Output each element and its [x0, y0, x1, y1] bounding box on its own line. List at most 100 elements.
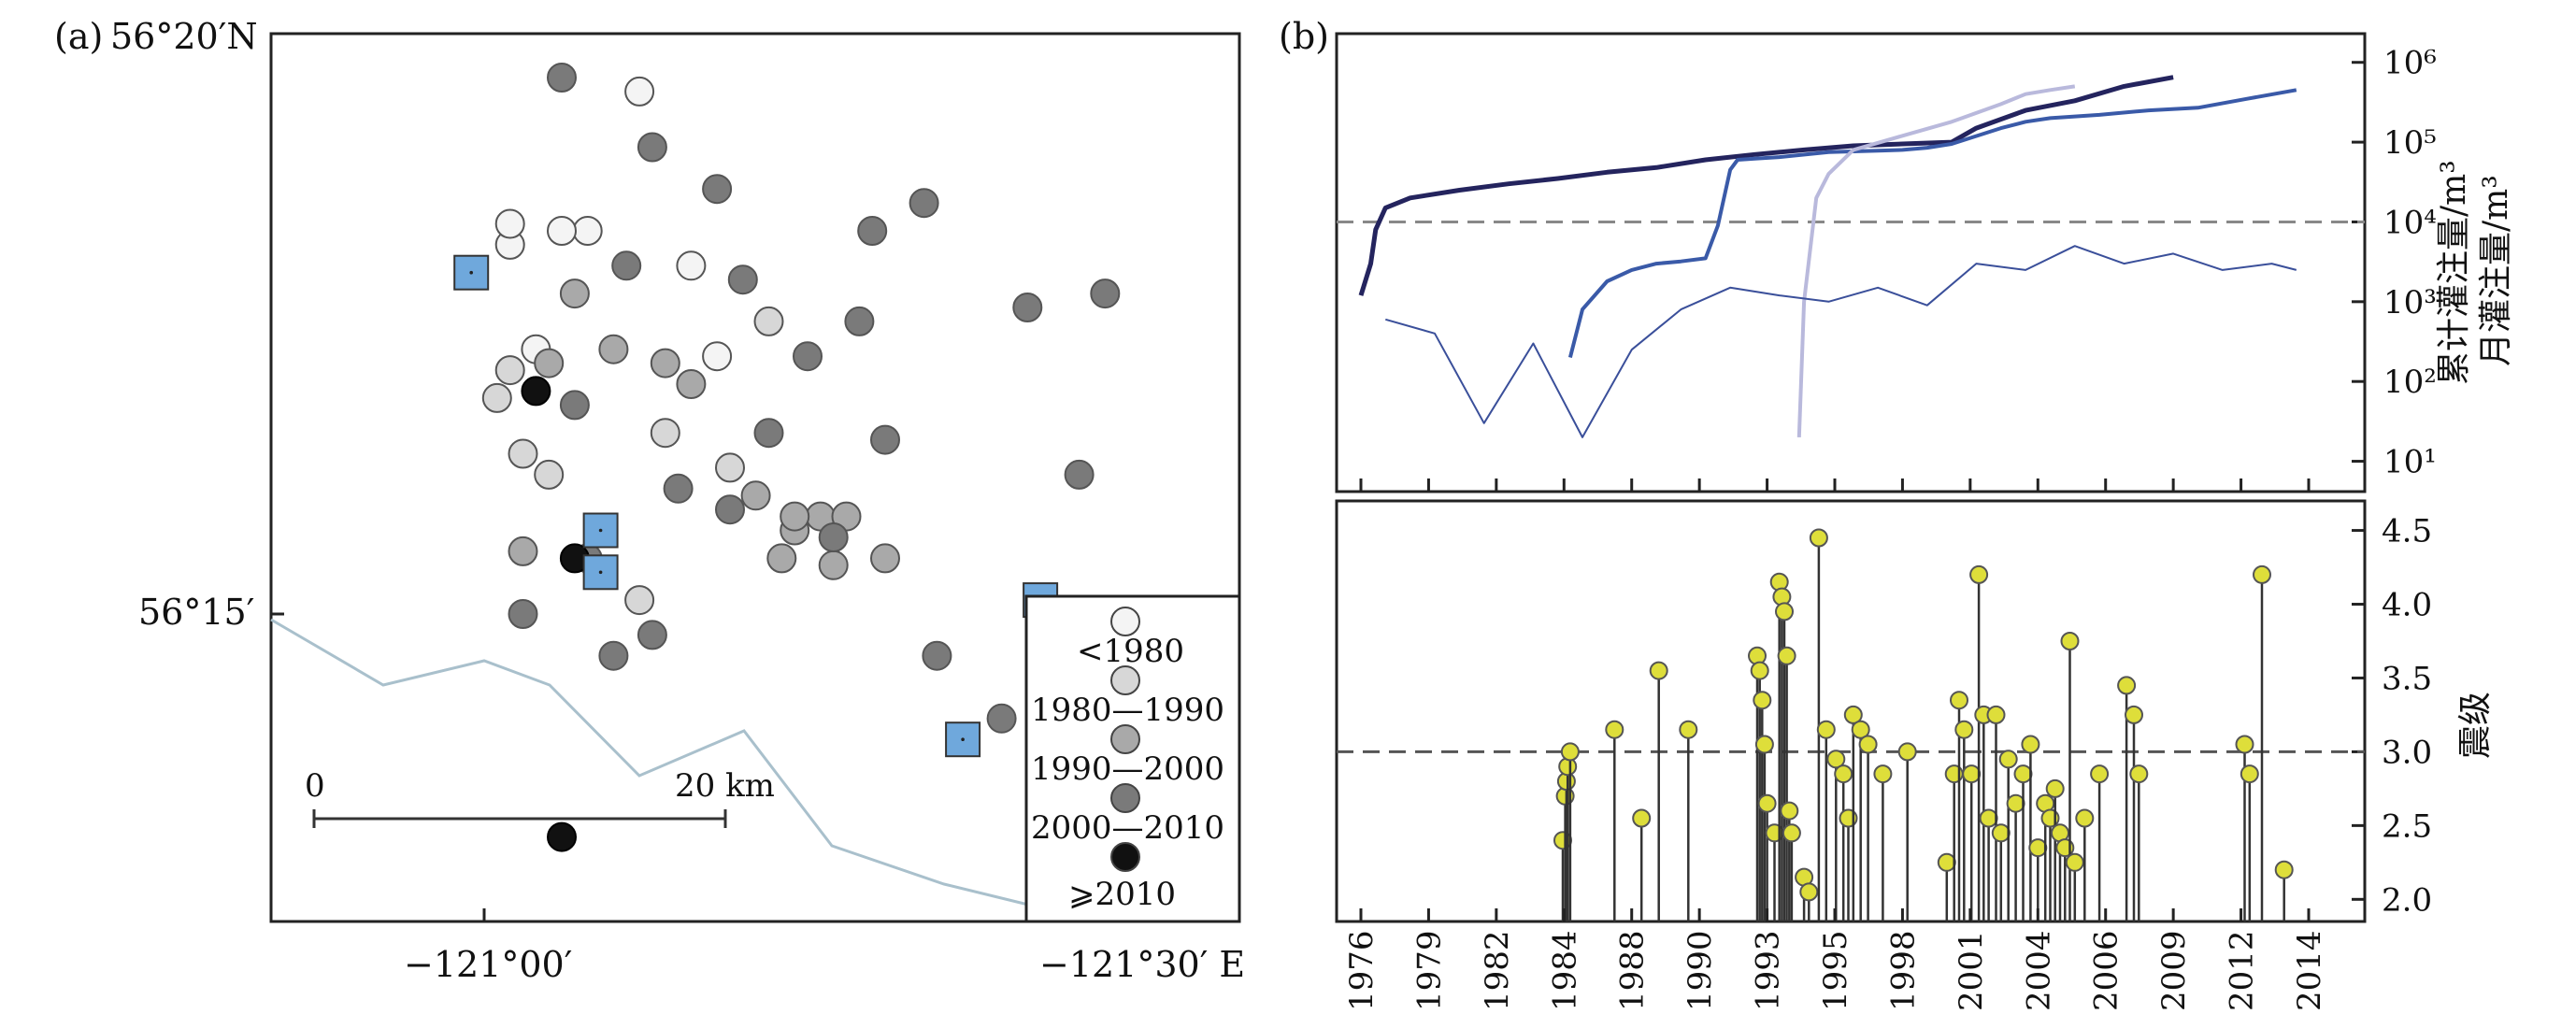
panel-a-map: (a) 56°20′N 56°15′ −121°00′ −121°30′ E 0… [54, 16, 1245, 985]
magnitude-marker [2028, 838, 2048, 858]
magnitude-marker [1632, 808, 1652, 828]
magnitude-marker [1962, 764, 1982, 784]
earthquake-point [637, 620, 667, 650]
magnitude-marker [2045, 778, 2065, 798]
magnitude-marker [1560, 742, 1580, 762]
year-tick-label: 1998 [1884, 930, 1922, 1011]
earthquake-point [780, 501, 810, 532]
magnitude-marker [1826, 750, 1846, 769]
earthquake-point [637, 132, 667, 163]
magnitude-marker [1937, 852, 1956, 872]
magnitude-marker [1649, 661, 1668, 680]
magnitude-tick-label: 4.0 [2382, 587, 2432, 624]
top-y-tick-label: 10⁶ [2383, 45, 2437, 82]
year-tick-label: 1993 [1750, 930, 1787, 1011]
monthly-series [1385, 245, 2297, 438]
injection-well-marker [582, 512, 619, 549]
magnitude-marker [2075, 808, 2095, 828]
legend-marker-1990 [1110, 724, 1140, 754]
earthquake-points [481, 63, 1185, 873]
magnitude-tick-label: 4.5 [2382, 513, 2432, 550]
magnitude-marker [1750, 661, 1769, 680]
magnitude-marker [1753, 691, 1772, 710]
year-tick-label: 2014 [2291, 930, 2328, 1011]
magnitude-marker [1986, 705, 2006, 724]
magnitude-marker [1843, 705, 1863, 724]
magnitude-marker [2006, 793, 2025, 813]
cumulative-series-blue [1567, 88, 2297, 358]
map-legend: <1980 1980—1990 1990—2000 2000—2010 ⩾201… [1024, 594, 1241, 923]
earthquake-point [547, 821, 577, 852]
legend-label-lt1980: <1980 [1077, 633, 1184, 670]
injection-lines [1337, 75, 2365, 438]
earthquake-point [624, 585, 655, 616]
magnitude-marker [1998, 750, 2018, 769]
year-tick-label: 1990 [1682, 930, 1719, 1011]
well-center-dot [469, 270, 474, 275]
earthquake-point [598, 640, 629, 671]
earthquake-point [844, 306, 875, 336]
earthquake-point [818, 550, 849, 580]
legend-marker-1980 [1110, 665, 1140, 695]
magnitude-marker [1969, 564, 1989, 584]
earthquake-point [870, 424, 900, 455]
magnitude-marker [2240, 764, 2259, 784]
magnitude-marker [1979, 808, 1998, 828]
earthquake-point [559, 278, 590, 309]
magnitude-marker [1954, 720, 1974, 739]
earthquake-point [534, 459, 565, 490]
earthquake-point [547, 63, 577, 93]
top-y-tick-label: 10³ [2383, 284, 2437, 321]
magnitude-marker [2013, 764, 2033, 784]
earthquake-point [727, 264, 758, 295]
earthquake-point [650, 418, 680, 449]
earthquake-point [715, 452, 745, 483]
earthquake-point [870, 543, 900, 574]
earthquake-point [702, 341, 733, 372]
top-plot-frame [1335, 32, 2367, 493]
year-tick-label: 1988 [1614, 930, 1652, 1011]
earthquake-point [1012, 293, 1043, 322]
year-tick-label: 1984 [1546, 930, 1583, 1011]
legend-label-1990: 1990—2000 [1031, 750, 1224, 788]
magnitude-tick-label: 3.5 [2382, 660, 2432, 697]
cumulative-series-lavender [1796, 84, 2076, 437]
earthquake-point [559, 390, 590, 421]
magnitude-tick-label: 3.0 [2382, 734, 2432, 771]
well-center-dot [598, 528, 603, 533]
magnitude-marker [1757, 793, 1777, 813]
earthquake-point [508, 599, 538, 629]
magnitude-marker [1897, 742, 1917, 762]
earthquake-point [508, 438, 538, 469]
magnitude-axis-label: 震级 [2456, 692, 2495, 759]
panel-b-charts: (b) 10⁶ 10⁵ 10⁴ 10³ 10² 10¹ 4.5 4.0 3.5 3.0 2.5 2.… [1279, 16, 2515, 1011]
magnitude-marker [2060, 632, 2080, 650]
magnitude-tick-label: 2.5 [2382, 807, 2432, 845]
year-tick-label: 1979 [1410, 930, 1448, 1011]
magnitude-marker [1780, 801, 1799, 821]
magnitude-marker [1873, 764, 1893, 784]
magnitude-marker [1679, 720, 1698, 739]
magnitude-marker [2090, 764, 2110, 784]
year-tick-label: 1982 [1479, 930, 1516, 1011]
earthquake-point [715, 494, 745, 525]
legend-label-2010: ⩾2010 [1068, 876, 1176, 913]
bottom-plot-frame [1335, 499, 2367, 923]
earthquake-point [1090, 278, 1121, 309]
legend-label-2000: 2000—2010 [1031, 809, 1224, 847]
legend-marker-2010 [1110, 842, 1140, 872]
top-axis-label-2: 月灌注量/m³ [2477, 175, 2515, 366]
year-tick-label: 1976 [1343, 930, 1381, 1011]
magnitude-marker [2117, 676, 2137, 695]
scale-end-label: 20 km [675, 767, 775, 805]
year-x-axis: 1976 1979 1982 1984 1988 1990 1993 1995 1998 2001… [1343, 478, 2328, 1011]
scale-start-label: 0 [305, 767, 325, 805]
year-tick-label: 2012 [2224, 930, 2261, 1011]
scale-bar: 0 20 km [305, 767, 775, 828]
earthquake-point [676, 369, 707, 399]
year-tick-label: 2004 [2020, 930, 2057, 1011]
earthquake-point [1064, 459, 1095, 490]
earthquake-point [521, 376, 551, 407]
magnitude-marker [2065, 852, 2084, 872]
